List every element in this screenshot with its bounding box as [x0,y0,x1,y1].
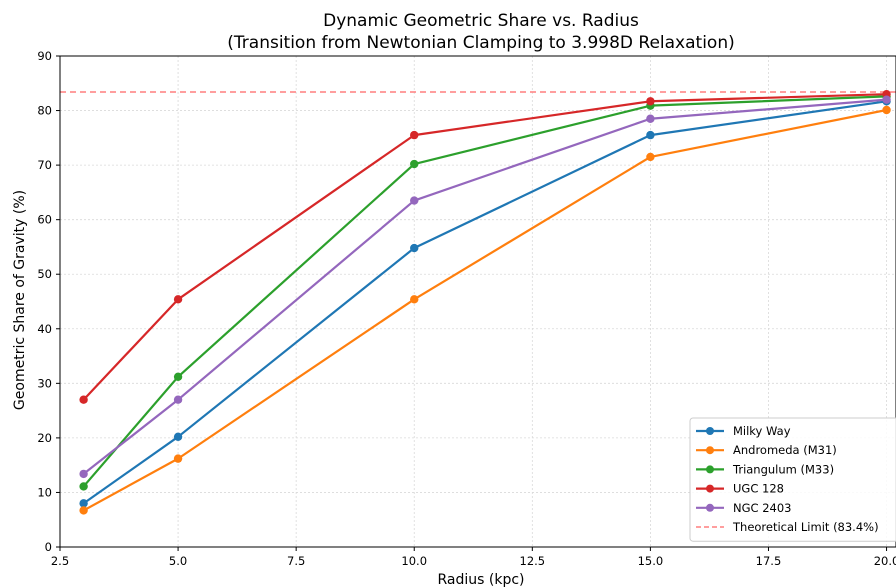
y-tick-label: 30 [37,376,52,390]
legend-label: UGC 128 [733,482,784,496]
y-tick-label: 70 [37,158,52,172]
data-point [410,243,419,253]
legend-entry: Triangulum (M33) [696,462,834,476]
data-point [173,454,183,463]
data-point [79,482,88,491]
legend-entry: Theoretical Limit (83.4%) [696,520,879,534]
data-point [646,114,655,123]
y-tick-label: 40 [37,322,52,336]
legend-marker [706,446,714,455]
y-tick-label: 50 [37,267,52,281]
x-tick-label: 12.5 [520,554,546,568]
data-point [79,469,88,479]
data-point [79,506,88,515]
legend-marker [706,484,714,493]
legend-label: Triangulum (M33) [732,462,834,476]
legend-entry: Andromeda (M31) [696,443,837,457]
legend-label: Theoretical Limit (83.4%) [732,520,879,534]
data-point [410,159,419,169]
data-point [173,372,183,381]
y-tick-label: 60 [37,213,52,227]
data-point [410,295,419,304]
data-point [173,432,183,441]
data-point [410,196,419,205]
data-point [173,395,183,404]
series-layer [79,89,891,515]
legend-label: NGC 2403 [733,501,791,515]
chart-subtitle: (Transition from Newtonian Clamping to 3… [227,33,734,53]
y-tick-label: 0 [45,540,52,554]
x-axis-ticks: 2.5 5.0 7.5 10.0 12.5 15.0 17.5 20.0 [51,547,896,568]
x-tick-label: 17.5 [756,554,782,568]
legend-box [689,417,896,542]
y-axis-ticks: 0 10 20 30 40 50 60 70 80 90 [37,49,60,554]
x-tick-label: 20.0 [874,554,896,568]
x-axis-label: Radius (kpc) [437,572,524,587]
series-andromeda-m31 [79,105,891,515]
data-point [79,395,88,404]
data-point [646,97,655,106]
legend-entry: NGC 2403 [696,501,791,515]
legend-marker [706,427,714,435]
legend-marker [706,503,714,512]
legend-marker [706,465,714,474]
data-point [882,95,891,104]
legend-entry: Milky Way [696,424,791,438]
data-point [646,130,655,140]
x-tick-label: 2.5 [51,554,69,568]
y-tick-label: 90 [37,49,52,63]
x-tick-label: 7.5 [287,554,305,568]
legend-label: Milky Way [733,424,791,438]
data-point [410,130,419,140]
series-ngc-2403 [79,95,891,479]
x-tick-label: 5.0 [169,554,187,568]
chart-title: Dynamic Geometric Share vs. Radius [323,11,639,31]
plot-area-frame [59,55,896,548]
x-tick-label: 15.0 [638,554,664,568]
y-tick-label: 20 [37,431,52,445]
series-ugc-128 [79,89,891,404]
x-tick-label: 10.0 [401,554,427,568]
data-point [79,499,88,508]
y-tick-label: 80 [37,104,52,118]
legend-entry: UGC 128 [696,482,784,496]
legend: Milky Way Andromeda (M31) Triangulum (M33)… [689,417,896,542]
data-point [882,105,891,115]
y-axis-label: Geometric Share of Gravity (%) [12,190,28,410]
series-milky-way [79,97,891,508]
data-point [646,152,655,162]
data-point [173,295,183,304]
y-tick-label: 10 [37,485,52,499]
legend-label: Andromeda (M31) [733,443,837,457]
